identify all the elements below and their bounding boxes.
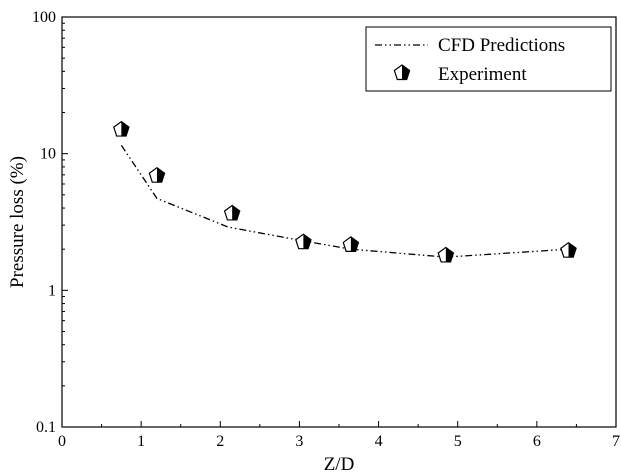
y-tick-label: 100 <box>32 9 56 26</box>
legend-label-cfd: CFD Predictions <box>438 35 565 56</box>
x-tick-label: 5 <box>454 433 462 450</box>
y-axis-ticks: 0.1 1 10 100 <box>32 9 68 436</box>
x-tick-label: 3 <box>295 433 303 450</box>
experiment-point <box>295 233 312 250</box>
y-axis-label: Pressure loss (%) <box>7 156 28 288</box>
x-tick-label: 0 <box>58 433 66 450</box>
experiment-point <box>437 246 455 263</box>
legend: CFD Predictions Experiment <box>365 26 612 92</box>
y-tick-label: 0.1 <box>36 419 56 436</box>
x-tick-label: 2 <box>216 433 224 450</box>
series-layer <box>113 120 577 263</box>
x-axis-label: Z/D <box>324 454 355 473</box>
y-tick-label: 1 <box>48 282 56 299</box>
x-tick-label: 1 <box>137 433 145 450</box>
x-tick-label: 6 <box>533 433 541 450</box>
legend-marker-icon <box>393 64 411 81</box>
experiment-point <box>148 166 166 183</box>
experiment-point <box>342 236 360 252</box>
legend-marker-sample <box>393 64 411 81</box>
y-tick-label: 10 <box>40 146 56 163</box>
x-axis-ticks: 0 1 2 3 4 5 6 7 <box>58 421 620 450</box>
x-tick-label: 4 <box>375 433 383 450</box>
experiment-point <box>113 120 130 137</box>
legend-label-experiment: Experiment <box>438 64 527 85</box>
x-tick-label: 7 <box>612 433 620 450</box>
experiment-point <box>223 204 241 221</box>
experiment-point <box>560 241 577 258</box>
legend-box <box>365 26 612 92</box>
cfd-predictions-line <box>120 145 569 258</box>
